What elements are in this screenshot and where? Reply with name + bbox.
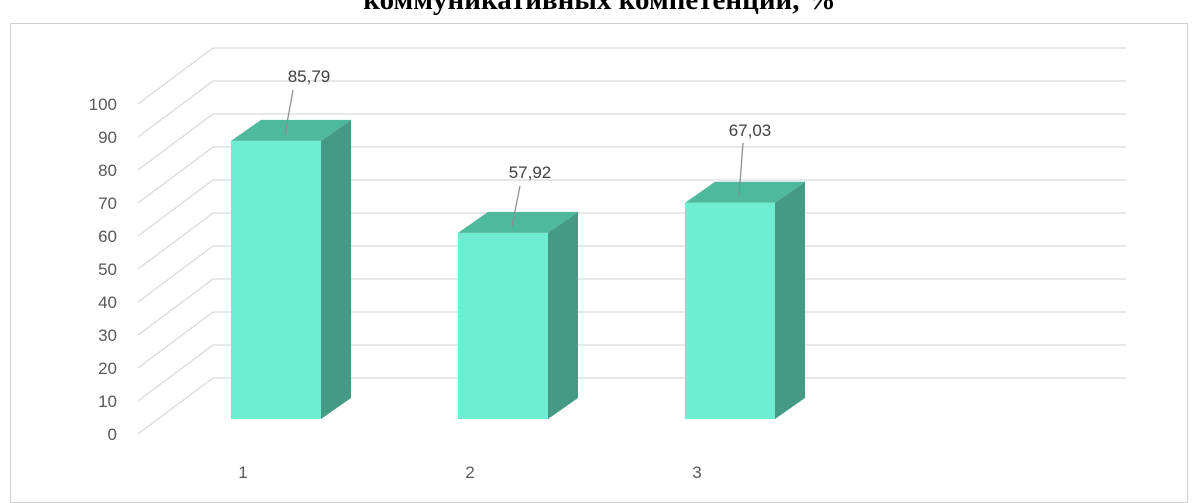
y-tick-label-20: 20: [98, 359, 117, 378]
y-tick-label-70: 70: [98, 194, 117, 213]
y-tick-label-0: 0: [108, 425, 117, 444]
gridline-depth-40: [137, 245, 214, 303]
y-tick-label-60: 60: [98, 227, 117, 246]
gridline-depth-90: [137, 80, 214, 138]
x-tick-label-3: 3: [692, 463, 701, 482]
y-tick-label-80: 80: [98, 161, 117, 180]
bar-2-side: [548, 211, 578, 419]
bar-3-side: [775, 181, 805, 419]
y-tick-label-30: 30: [98, 326, 117, 345]
y-tick-label-50: 50: [98, 260, 117, 279]
gridline-depth-0: [137, 377, 214, 435]
x-tick-label-1: 1: [238, 463, 247, 482]
bar-3-top: [685, 181, 805, 203]
bar-1-side: [321, 119, 351, 419]
y-tick-label-40: 40: [98, 293, 117, 312]
gridline-depth-20: [137, 311, 214, 369]
gridline-depth-70: [137, 146, 214, 204]
gridline-depth-10: [137, 344, 214, 402]
gridline-depth-80: [137, 113, 214, 171]
gridline-depth-50: [137, 212, 214, 270]
gridline-depth-60: [137, 179, 214, 237]
data-label-1: 85,79: [288, 67, 331, 86]
data-label-3: 67,03: [729, 121, 772, 140]
data-label-leader-3: [738, 142, 744, 197]
data-label-leader-1: [284, 89, 294, 135]
y-tick-label-90: 90: [98, 128, 117, 147]
x-tick-label-2: 2: [465, 463, 474, 482]
bar-1-front: [231, 140, 321, 419]
gridline-depth-30: [137, 278, 214, 336]
bar-1-top: [231, 119, 351, 141]
gridline-depth-100: [137, 47, 214, 105]
bar-2-front: [458, 232, 548, 419]
data-label-2: 57,92: [509, 163, 552, 182]
data-label-leader-2: [511, 185, 521, 227]
chart-title: коммуникативных компетенций, %: [363, 0, 836, 16]
y-tick-label-10: 10: [98, 392, 117, 411]
y-tick-label-100: 100: [89, 95, 117, 114]
bar-2-top: [458, 211, 578, 233]
bar-3-front: [685, 202, 775, 419]
